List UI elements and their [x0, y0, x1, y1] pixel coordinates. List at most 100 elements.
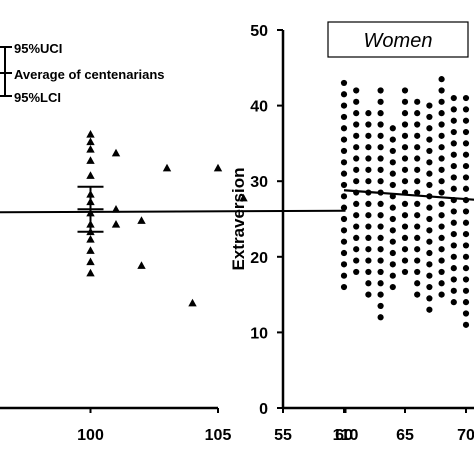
circle-point	[450, 231, 457, 238]
circle-point	[353, 234, 360, 241]
circle-point	[365, 212, 372, 219]
circle-point	[414, 166, 421, 173]
left-x-tick-label: 100	[77, 427, 104, 444]
circle-point	[414, 189, 421, 196]
circle-point	[340, 125, 348, 132]
circle-point	[353, 200, 360, 207]
legend-average-label: Average of centenarians	[14, 67, 165, 82]
circle-point	[414, 246, 421, 253]
circle-point	[377, 166, 384, 173]
circle-point	[450, 94, 457, 102]
circle-point	[401, 223, 409, 230]
circle-point	[426, 261, 433, 268]
circle-point	[340, 283, 348, 291]
circle-point	[340, 102, 348, 109]
circle-point	[438, 178, 445, 185]
circle-point	[438, 212, 445, 219]
circle-point	[414, 110, 421, 117]
circle-point	[377, 144, 384, 151]
circle-point	[438, 132, 445, 139]
circle-point	[365, 110, 372, 117]
circle-point	[365, 155, 372, 162]
circle-point	[340, 91, 348, 98]
circle-point	[377, 178, 384, 185]
circle-point	[365, 280, 372, 287]
circle-point	[414, 155, 421, 162]
circle-point	[414, 257, 421, 264]
circle-point	[462, 265, 470, 272]
left-x-tick-label: 105	[205, 427, 232, 444]
circle-point	[450, 208, 457, 215]
circle-point	[365, 246, 372, 253]
right-points-group	[340, 76, 470, 328]
circle-point	[353, 246, 360, 253]
circle-point	[438, 200, 445, 207]
circle-point	[414, 280, 421, 287]
circle-point	[353, 110, 360, 117]
circle-point	[426, 215, 433, 223]
circle-point	[377, 200, 384, 207]
circle-point	[426, 125, 433, 132]
circle-point	[340, 136, 348, 143]
circle-point	[377, 246, 384, 253]
women-title-box: Women	[327, 21, 469, 58]
right-x-tick-label: 70	[457, 427, 474, 444]
circle-point	[414, 98, 421, 105]
circle-point	[340, 159, 348, 166]
circle-point	[450, 162, 457, 170]
triangle-point	[86, 171, 95, 179]
circle-point	[401, 200, 409, 207]
triangle-point	[137, 216, 146, 224]
circle-point	[450, 276, 457, 283]
circle-point	[365, 257, 372, 264]
circle-point	[353, 212, 360, 219]
right-x-tick-label: 60	[335, 427, 353, 444]
circle-point	[426, 306, 433, 313]
right-y-ticks: 0 10 20 30 40 50	[250, 23, 283, 418]
circle-point	[450, 242, 457, 249]
left-regression-line	[0, 209, 346, 214]
right-x-ticks: 55 60 65 70	[274, 408, 474, 444]
circle-point	[377, 280, 384, 287]
circle-point	[414, 144, 421, 151]
circle-point	[377, 98, 384, 105]
circle-point	[462, 219, 470, 226]
circle-point	[353, 144, 360, 151]
y-axis-title: Extraversion	[229, 168, 248, 271]
circle-point	[438, 98, 445, 105]
circle-point	[462, 287, 470, 294]
triangle-point	[86, 156, 95, 164]
circle-point	[438, 280, 445, 287]
left-mean-errorbar	[77, 185, 104, 233]
circle-point	[438, 189, 445, 196]
circle-point	[401, 110, 409, 117]
women-title: Women	[364, 30, 433, 52]
circle-point	[426, 227, 433, 234]
circle-point	[377, 291, 384, 298]
circle-point	[377, 212, 384, 219]
circle-point	[340, 238, 348, 245]
circle-point	[438, 110, 445, 117]
circle-point	[401, 178, 409, 185]
circle-point	[353, 98, 360, 105]
right-y-tick-label: 40	[250, 99, 268, 116]
triangle-point	[86, 246, 95, 254]
circle-point	[353, 121, 360, 128]
circle-point	[365, 166, 372, 173]
left-points-group	[86, 130, 248, 307]
circle-point	[462, 299, 470, 306]
circle-point	[426, 102, 433, 109]
circle-point	[401, 166, 409, 173]
circle-point	[365, 144, 372, 151]
circle-point	[377, 257, 384, 264]
circle-point	[401, 268, 409, 276]
right-y-tick-label: 10	[250, 325, 268, 342]
circle-point	[340, 79, 348, 87]
circle-point	[426, 238, 433, 245]
circle-point	[438, 257, 445, 264]
circle-point	[438, 144, 445, 151]
circle-point	[377, 268, 384, 276]
circle-point	[450, 106, 457, 113]
circle-point	[340, 170, 348, 177]
